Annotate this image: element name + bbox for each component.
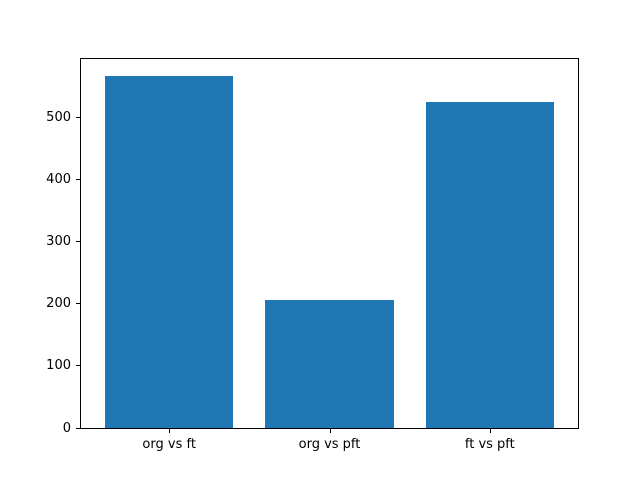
x-tick-mark bbox=[169, 429, 171, 433]
bar-ft-vs-pft bbox=[425, 102, 554, 428]
y-tick-mark bbox=[76, 303, 80, 305]
x-tick-mark bbox=[489, 429, 491, 433]
y-tick-mark bbox=[76, 179, 80, 181]
plot-area: org vs ft org vs pft ft vs pft 0 100 200 300 40… bbox=[46, 58, 579, 452]
bar-org-vs-ft bbox=[105, 76, 234, 428]
x-tick-label: org vs pft bbox=[298, 437, 361, 452]
y-tick-mark bbox=[76, 427, 80, 429]
x-tick-mark bbox=[329, 429, 331, 433]
y-tick-label: 400 bbox=[46, 172, 71, 188]
x-tick-label: ft vs pft bbox=[464, 437, 515, 452]
y-tick-mark bbox=[76, 241, 80, 243]
y-tick-label: 200 bbox=[46, 296, 71, 312]
y-tick-mark bbox=[76, 365, 80, 367]
y-tick-label: 300 bbox=[46, 234, 71, 250]
y-tick-label: 100 bbox=[46, 358, 71, 374]
y-tick-label: 500 bbox=[46, 110, 71, 126]
y-tick-mark bbox=[76, 117, 80, 119]
y-tick-label: 0 bbox=[62, 420, 71, 436]
x-tick-label: org vs ft bbox=[142, 437, 196, 452]
bar-org-vs-pft bbox=[265, 299, 394, 428]
